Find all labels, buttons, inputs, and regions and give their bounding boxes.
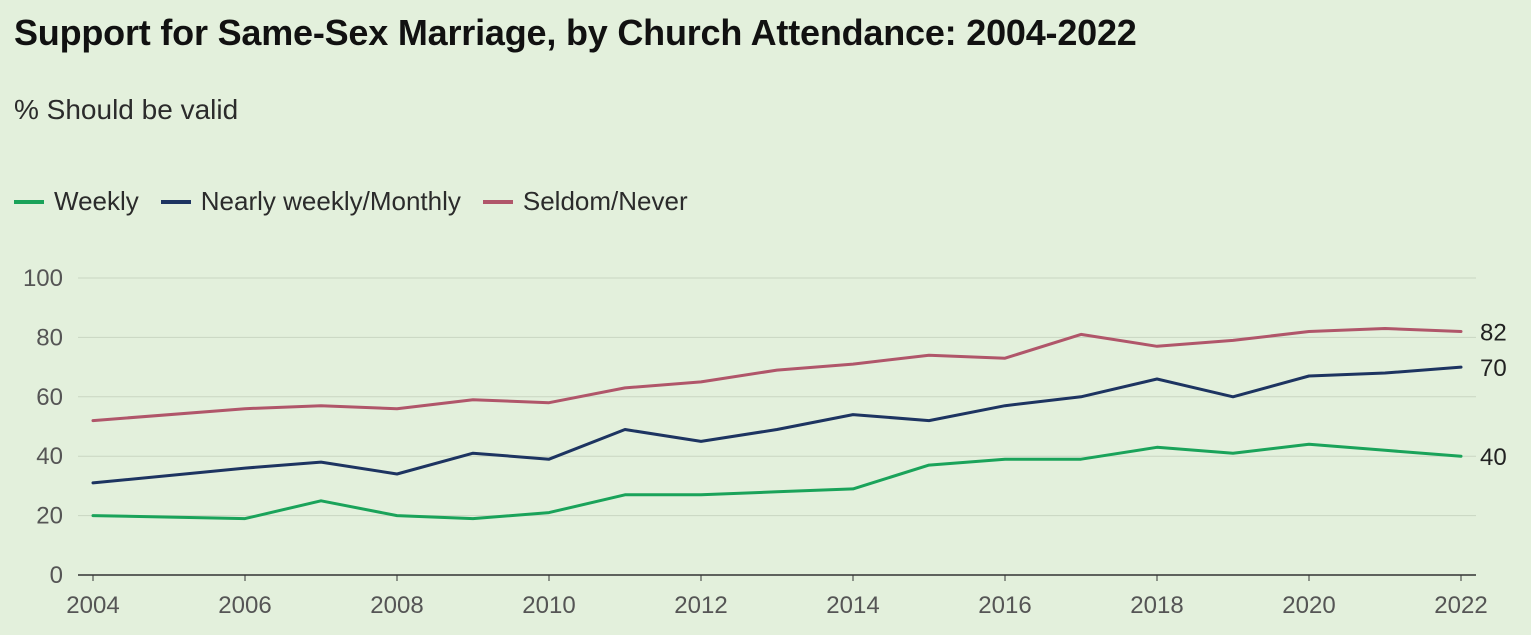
chart-subtitle: % Should be valid	[14, 94, 239, 125]
legend-swatch-weekly	[14, 199, 44, 204]
legend-item-seldom-never: Seldom/Never	[482, 186, 688, 217]
legend-label-nearly-weekly-monthly: Nearly weekly/Monthly	[200, 186, 461, 216]
chart-title: Support for Same-Sex Marriage, by Church…	[14, 12, 1137, 53]
x-tick-label: 2010	[522, 592, 575, 619]
y-tick-label: 40	[36, 443, 63, 470]
legend-label-weekly: Weekly	[54, 186, 139, 216]
x-tick-label: 2004	[66, 592, 119, 619]
series-line-seldom-never	[91, 327, 1463, 423]
x-tick-label: 2018	[1130, 592, 1183, 619]
legend-swatch-nearly-weekly-monthly	[160, 199, 191, 204]
y-tick-label: 60	[36, 384, 63, 411]
series-line-nearly-weekly-monthly	[91, 365, 1463, 485]
end-label-weekly: 40	[1480, 444, 1507, 471]
y-tick-label: 80	[36, 324, 63, 351]
legend: Weekly Nearly weekly/Monthly Seldom/Neve…	[14, 186, 698, 217]
series-line-weekly	[91, 442, 1463, 521]
x-tick-label: 2006	[218, 592, 271, 619]
x-tick-label: 2008	[370, 592, 423, 619]
y-tick-label: 20	[36, 503, 63, 530]
y-tick-label: 100	[23, 265, 63, 292]
x-tick-label: 2012	[674, 592, 727, 619]
x-tick-label: 2016	[978, 592, 1031, 619]
legend-item-weekly: Weekly	[14, 186, 139, 217]
x-tick-label: 2014	[826, 592, 879, 619]
legend-item-nearly-weekly-monthly: Nearly weekly/Monthly	[160, 186, 461, 217]
end-label-nearly-weekly-monthly: 70	[1480, 355, 1507, 382]
x-tick-label: 2022	[1434, 592, 1487, 619]
y-tick-label: 0	[50, 562, 63, 589]
end-label-seldom-never: 82	[1480, 319, 1507, 346]
legend-label-seldom-never: Seldom/Never	[522, 186, 688, 216]
legend-swatch-seldom-never	[482, 199, 513, 204]
x-tick-label: 2020	[1282, 592, 1335, 619]
